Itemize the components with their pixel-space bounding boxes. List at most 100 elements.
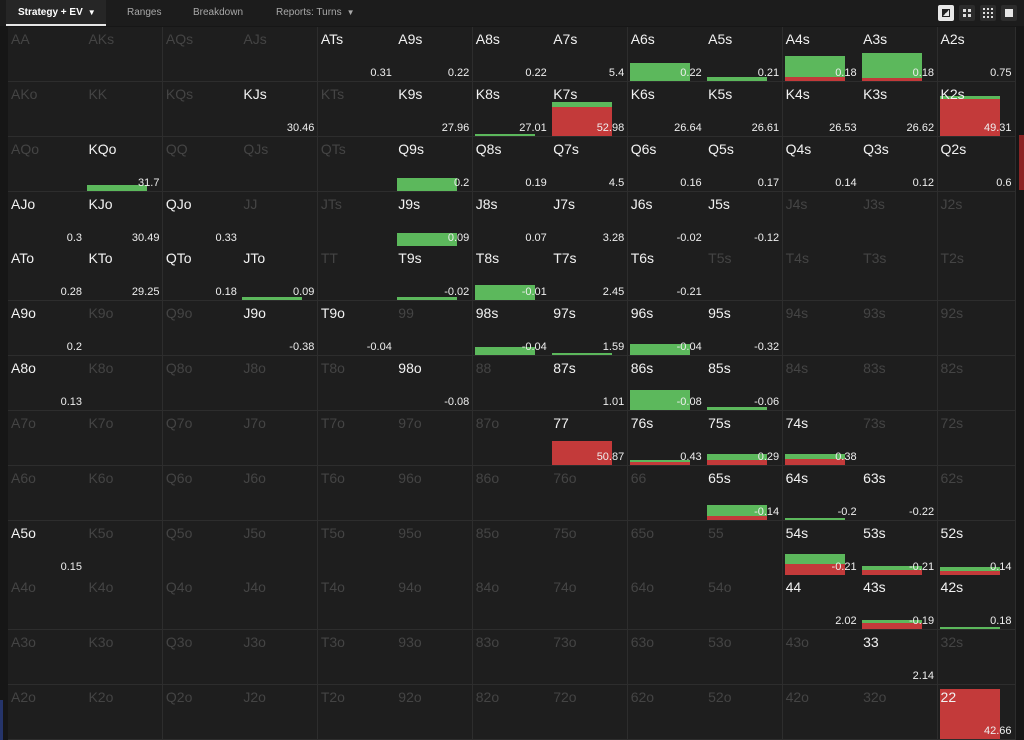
hand-cell[interactable]: 96s -0.04 <box>627 301 706 357</box>
hand-cell[interactable]: T8s -0.01 <box>472 246 551 302</box>
hand-cell[interactable]: J2s <box>937 191 1016 247</box>
hand-cell[interactable]: K2s 49.31 <box>937 81 1016 137</box>
hand-cell[interactable]: 75s 0.29 <box>705 410 784 466</box>
hand-cell[interactable]: 86s -0.08 <box>627 356 706 412</box>
hand-cell[interactable]: KQs <box>162 81 241 137</box>
hand-cell[interactable]: 43o <box>782 630 861 686</box>
hand-cell[interactable]: T6s -0.21 <box>627 246 706 302</box>
hand-cell[interactable]: K8s 27.01 <box>472 81 551 137</box>
hand-cell[interactable]: 74s 0.38 <box>782 410 861 466</box>
hand-cell[interactable]: K5o <box>85 520 164 576</box>
tab-breakdown[interactable]: Breakdown <box>193 0 243 26</box>
hand-cell[interactable]: 86o <box>472 465 551 521</box>
hand-cell[interactable]: J3s <box>860 191 939 247</box>
hand-cell[interactable]: J8s 0.07 <box>472 191 551 247</box>
hand-cell[interactable]: A6o <box>8 465 86 521</box>
hand-cell[interactable]: T5o <box>317 520 396 576</box>
hand-cell[interactable]: 32o <box>860 685 939 740</box>
hand-cell[interactable]: 65s -0.14 <box>705 465 784 521</box>
hand-cell[interactable]: 83s <box>860 356 939 412</box>
single-square-view-button[interactable] <box>1001 5 1017 21</box>
hand-cell[interactable]: 82o <box>472 685 551 740</box>
hand-cell[interactable]: 98o -0.08 <box>395 356 474 412</box>
hand-cell[interactable]: 96o <box>395 465 474 521</box>
hand-cell[interactable]: Q3s 0.12 <box>860 136 939 192</box>
hand-cell[interactable]: 76s 0.43 <box>627 410 706 466</box>
hand-cell[interactable]: T7o <box>317 410 396 466</box>
hand-cell[interactable]: 93s <box>860 301 939 357</box>
hand-cell[interactable]: 66 <box>627 465 706 521</box>
hand-cell[interactable]: QQ <box>162 136 241 192</box>
hand-cell[interactable]: A7o <box>8 410 86 466</box>
hand-cell[interactable]: 73s <box>860 410 939 466</box>
hand-cell[interactable]: 43s -0.19 <box>860 575 939 631</box>
hand-cell[interactable]: T2o <box>317 685 396 740</box>
hand-cell[interactable]: A9o 0.2 <box>8 301 86 357</box>
hand-cell[interactable]: J7o <box>240 410 319 466</box>
hand-cell[interactable]: ATs 0.31 <box>317 27 396 82</box>
hand-cell[interactable]: 95o <box>395 520 474 576</box>
hand-cell[interactable]: TT <box>317 246 396 302</box>
hand-cell[interactable]: 42o <box>782 685 861 740</box>
hand-cell[interactable]: Q4s 0.14 <box>782 136 861 192</box>
hand-cell[interactable]: Q5s 0.17 <box>705 136 784 192</box>
hand-cell[interactable]: Q4o <box>162 575 241 631</box>
hand-cell[interactable]: A7s 5.4 <box>550 27 629 82</box>
hand-cell[interactable]: 75o <box>550 520 629 576</box>
hand-cell[interactable]: Q2s 0.6 <box>937 136 1016 192</box>
hand-cell[interactable]: K7o <box>85 410 164 466</box>
hand-cell[interactable]: T9s -0.02 <box>395 246 474 302</box>
hand-cell[interactable]: 64o <box>627 575 706 631</box>
hand-cell[interactable]: 55 <box>705 520 784 576</box>
hand-cell[interactable]: J9o -0.38 <box>240 301 319 357</box>
hand-cell[interactable]: AQo <box>8 136 86 192</box>
hand-cell[interactable]: Q6o <box>162 465 241 521</box>
hand-cell[interactable]: K3o <box>85 630 164 686</box>
hand-cell[interactable]: 95s -0.32 <box>705 301 784 357</box>
hand-cell[interactable]: 87s 1.01 <box>550 356 629 412</box>
contrast-view-button[interactable] <box>938 5 954 21</box>
hand-cell[interactable]: A5o 0.15 <box>8 520 86 576</box>
hand-cell[interactable]: K6s 26.64 <box>627 81 706 137</box>
hand-cell[interactable]: A4o <box>8 575 86 631</box>
hand-cell[interactable]: QJo 0.33 <box>162 191 241 247</box>
hand-cell[interactable]: T9o -0.04 <box>317 301 396 357</box>
hand-cell[interactable]: 63o <box>627 630 706 686</box>
hand-cell[interactable]: K8o <box>85 356 164 412</box>
tab-ranges[interactable]: Ranges <box>127 0 161 26</box>
hand-cell[interactable]: 33 2.14 <box>860 630 939 686</box>
hand-cell[interactable]: A8o 0.13 <box>8 356 86 412</box>
hand-cell[interactable]: AKs <box>85 27 164 82</box>
hand-cell[interactable]: 88 <box>472 356 551 412</box>
hand-cell[interactable]: J6o <box>240 465 319 521</box>
hand-cell[interactable]: 99 <box>395 301 474 357</box>
hand-cell[interactable]: Q7o <box>162 410 241 466</box>
hand-cell[interactable]: 82s <box>937 356 1016 412</box>
hand-cell[interactable]: AJo 0.3 <box>8 191 86 247</box>
hand-cell[interactable]: J6s -0.02 <box>627 191 706 247</box>
hand-cell[interactable]: T7s 2.45 <box>550 246 629 302</box>
hand-cell[interactable]: 32s <box>937 630 1016 686</box>
hand-cell[interactable]: Q8o <box>162 356 241 412</box>
hand-cell[interactable]: 63s -0.22 <box>860 465 939 521</box>
compact-grid-button[interactable] <box>959 5 975 21</box>
hand-cell[interactable]: AKo <box>8 81 86 137</box>
hand-cell[interactable]: 62s <box>937 465 1016 521</box>
hand-cell[interactable]: T2s <box>937 246 1016 302</box>
hand-cell[interactable]: 84s <box>782 356 861 412</box>
hand-cell[interactable]: ATo 0.28 <box>8 246 86 302</box>
hand-cell[interactable]: A8s 0.22 <box>472 27 551 82</box>
tab-strategy-ev[interactable]: Strategy + EV ▼ <box>6 0 106 26</box>
hand-cell[interactable]: KTs <box>317 81 396 137</box>
hand-cell[interactable]: K3s 26.62 <box>860 81 939 137</box>
hand-cell[interactable]: A3s 0.18 <box>860 27 939 82</box>
hand-cell[interactable]: Q2o <box>162 685 241 740</box>
grid-view-button[interactable] <box>980 5 996 21</box>
hand-cell[interactable]: K9s 27.96 <box>395 81 474 137</box>
hand-cell[interactable]: J5o <box>240 520 319 576</box>
hand-cell[interactable]: 52s 0.14 <box>937 520 1016 576</box>
hand-cell[interactable]: A3o <box>8 630 86 686</box>
hand-cell[interactable]: KTo 29.25 <box>85 246 164 302</box>
hand-cell[interactable]: J8o <box>240 356 319 412</box>
hand-cell[interactable]: T4s <box>782 246 861 302</box>
